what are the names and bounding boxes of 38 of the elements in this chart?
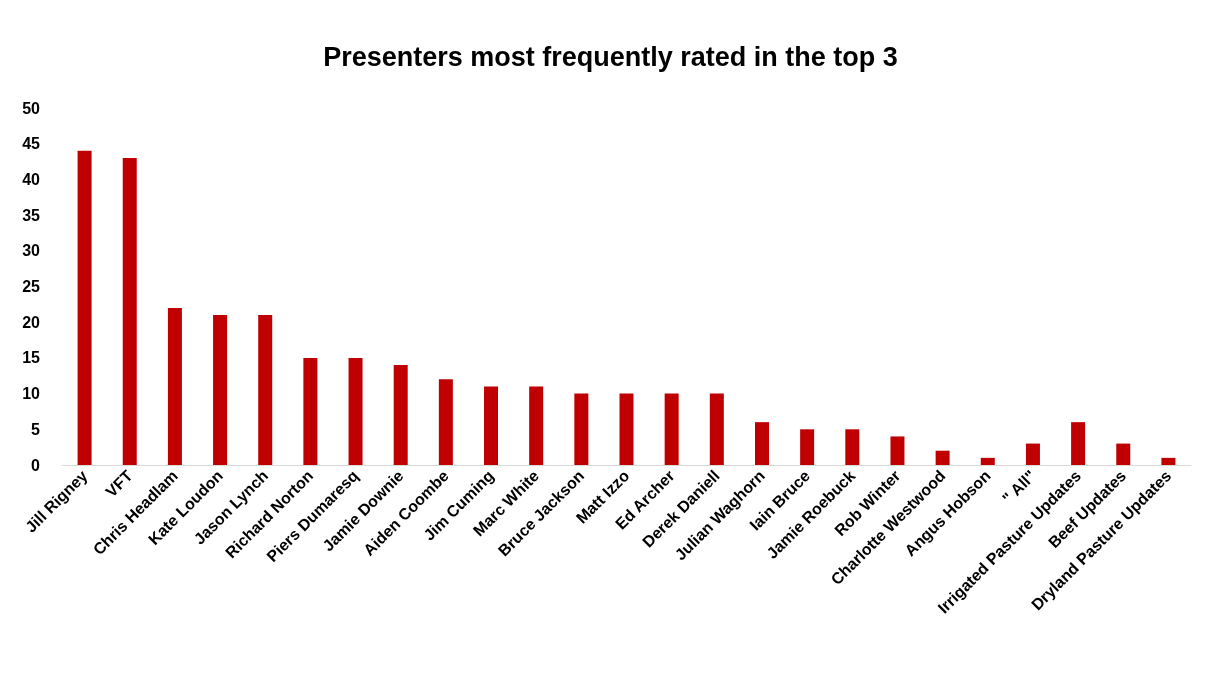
bar bbox=[1071, 422, 1086, 465]
bar bbox=[754, 422, 769, 465]
y-tick-label: 40 bbox=[22, 170, 41, 188]
bar bbox=[1161, 457, 1176, 465]
bar bbox=[303, 357, 318, 465]
bar bbox=[574, 393, 589, 465]
y-tick-label: 15 bbox=[22, 349, 41, 367]
bar bbox=[800, 429, 815, 465]
bar bbox=[348, 357, 363, 465]
bar bbox=[167, 307, 182, 465]
bar bbox=[438, 379, 453, 465]
y-tick-label: 5 bbox=[31, 420, 41, 438]
bar bbox=[890, 436, 905, 465]
y-tick-label: 0 bbox=[31, 456, 41, 474]
bar bbox=[845, 429, 860, 465]
bar bbox=[1116, 443, 1131, 465]
bar bbox=[664, 393, 679, 465]
x-tick-label: " All" bbox=[999, 466, 1039, 507]
y-tick-label: 10 bbox=[22, 385, 41, 403]
bar bbox=[1025, 443, 1040, 465]
y-tick-label: 35 bbox=[22, 206, 41, 224]
y-tick-label: 20 bbox=[22, 313, 41, 331]
bar bbox=[213, 315, 228, 465]
bar bbox=[258, 315, 273, 465]
bar bbox=[122, 157, 137, 465]
bar bbox=[619, 393, 634, 465]
y-tick-label: 50 bbox=[22, 99, 41, 117]
bar bbox=[484, 386, 499, 465]
y-tick-label: 45 bbox=[22, 135, 41, 153]
y-tick-label: 25 bbox=[22, 278, 41, 295]
bar bbox=[393, 365, 408, 465]
bar bbox=[980, 457, 995, 465]
chart-title: Presenters most frequently rated in the top 3 bbox=[323, 41, 898, 72]
bar bbox=[935, 450, 950, 465]
y-tick-label: 30 bbox=[22, 242, 41, 260]
bar bbox=[529, 386, 544, 465]
bar bbox=[77, 150, 92, 465]
bar bbox=[709, 393, 724, 465]
